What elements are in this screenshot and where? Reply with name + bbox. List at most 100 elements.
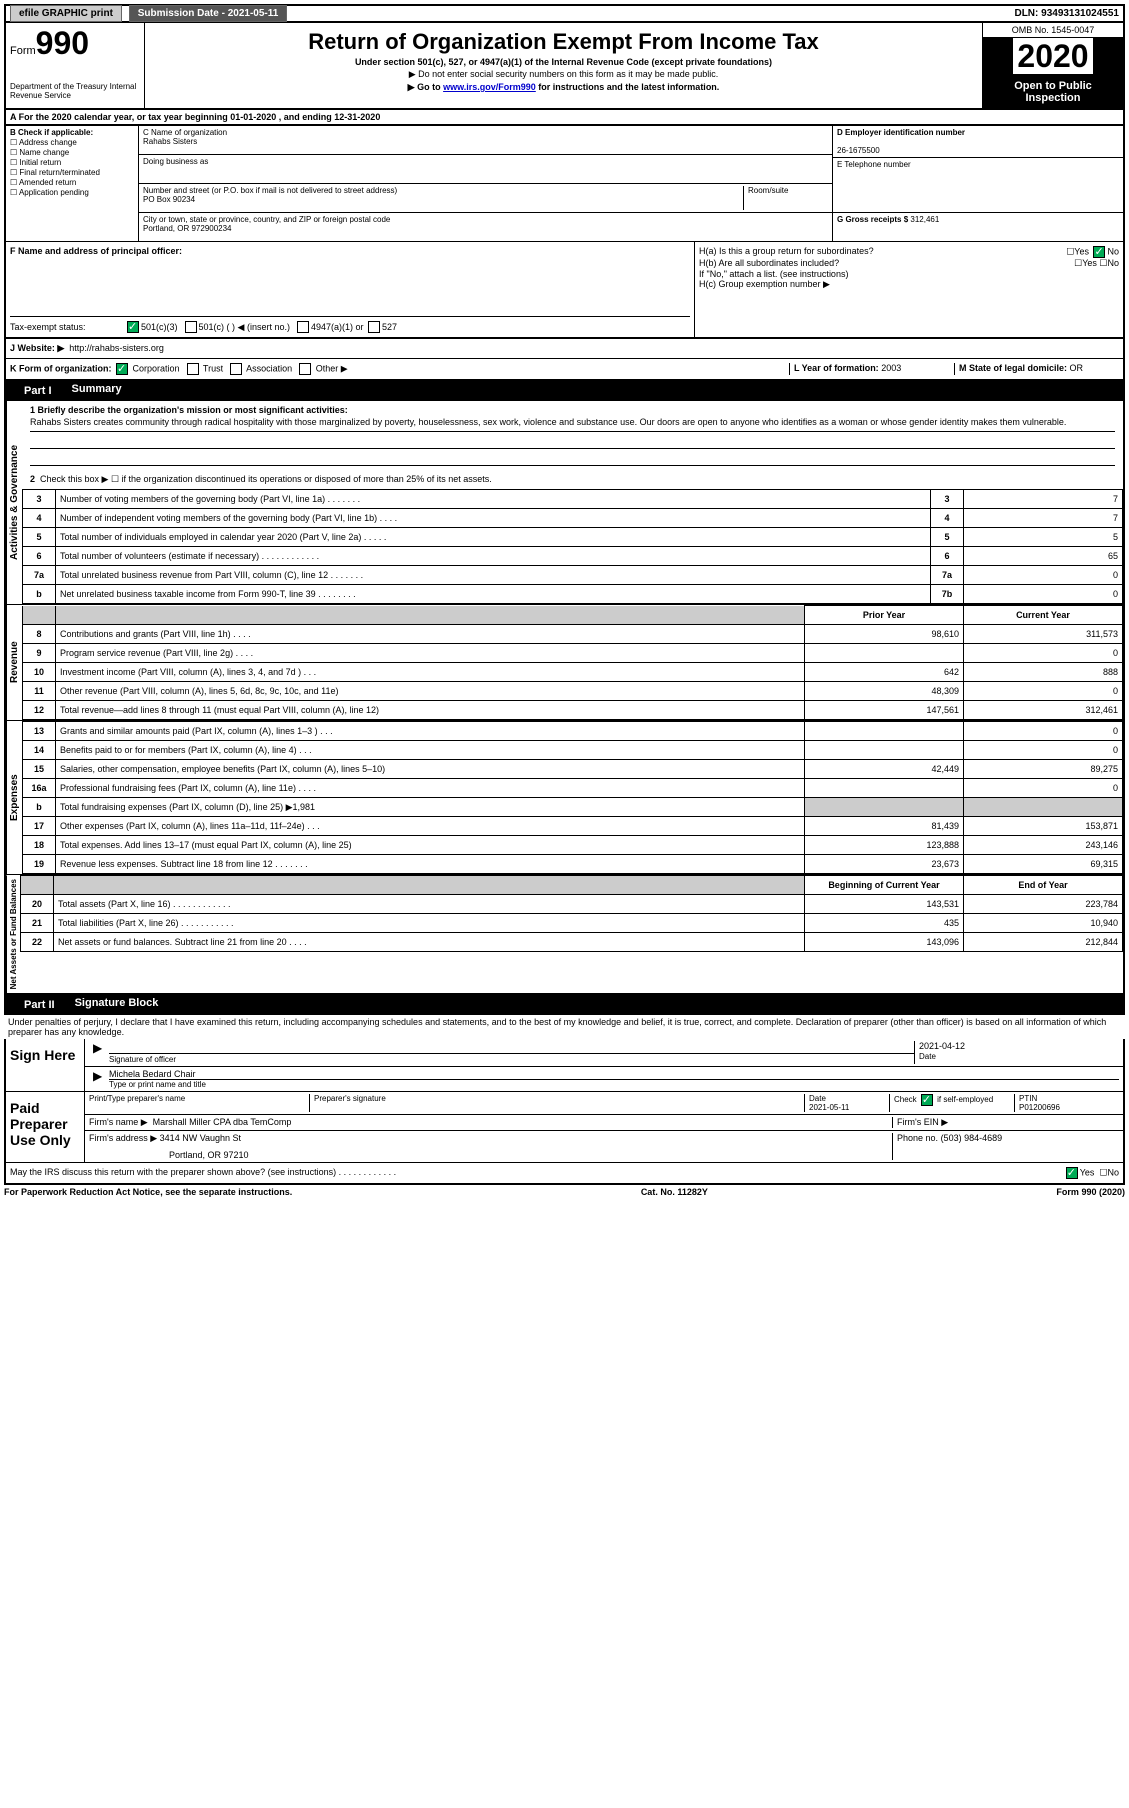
table-row: bTotal fundraising expenses (Part IX, co…	[23, 798, 1123, 817]
sign-here-label: Sign Here	[6, 1039, 85, 1091]
table-row: 16aProfessional fundraising fees (Part I…	[23, 779, 1123, 798]
form-num: 990	[36, 25, 89, 61]
signature-block: Sign Here ▶ Signature of officer 2021-04…	[4, 1039, 1125, 1185]
part2-tab: Part II	[12, 997, 67, 1013]
sig-date: 2021-04-12	[919, 1041, 965, 1051]
vert-expenses: Expenses	[6, 721, 22, 874]
row-a: A For the 2020 calendar year, or tax yea…	[4, 110, 1125, 126]
cb-amended[interactable]: ☐ Amended return	[10, 178, 134, 187]
open-public-badge: Open to Public Inspection	[983, 76, 1123, 108]
table-row: 12Total revenue—add lines 8 through 11 (…	[23, 701, 1123, 720]
cb-name-change[interactable]: ☐ Name change	[10, 148, 134, 157]
warn1: ▶ Do not enter social security numbers o…	[149, 69, 978, 80]
mission-section: 1 Briefly describe the organization's mi…	[22, 401, 1123, 489]
page-footer: For Paperwork Reduction Act Notice, see …	[4, 1185, 1125, 1199]
table-row: 4Number of independent voting members of…	[23, 509, 1123, 528]
tax-year: 2020	[1013, 38, 1092, 74]
cb-corp[interactable]	[116, 363, 128, 375]
col-b-checkboxes: B Check if applicable: ☐ Address change …	[6, 126, 139, 241]
ein-field: D Employer identification number 26-1675…	[833, 126, 1123, 158]
dln-label: DLN: 93493131024551	[1014, 8, 1119, 19]
cb-other[interactable]	[299, 363, 311, 375]
table-row: 22Net assets or fund balances. Subtract …	[21, 933, 1123, 952]
cb-assoc[interactable]	[230, 363, 242, 375]
ein-value: 26-1675500	[837, 146, 880, 155]
form-number: Form990	[10, 25, 140, 62]
net-table: Beginning of Current Year End of Year 20…	[20, 875, 1123, 952]
cb-501c3[interactable]	[127, 321, 139, 333]
street-address: PO Box 90234	[143, 195, 195, 204]
paid-preparer-label: Paid Preparer Use Only	[6, 1092, 85, 1162]
section-bc: B Check if applicable: ☐ Address change …	[4, 126, 1125, 241]
firm-addr1: 3414 NW Vaughn St	[160, 1133, 241, 1143]
phone-field: E Telephone number	[833, 158, 1123, 213]
form-title: Return of Organization Exempt From Incom…	[149, 29, 978, 55]
table-row: 10Investment income (Part VIII, column (…	[23, 663, 1123, 682]
footer-right: Form 990 (2020)	[1056, 1187, 1125, 1197]
table-row: bNet unrelated business taxable income f…	[23, 585, 1123, 604]
revenue-table: Prior Year Current Year 8Contributions a…	[22, 605, 1123, 720]
irs-link[interactable]: www.irs.gov/Form990	[443, 82, 536, 92]
cb-ha-no[interactable]	[1093, 246, 1105, 258]
state-domicile: OR	[1070, 363, 1084, 373]
table-row: 19Revenue less expenses. Subtract line 1…	[23, 855, 1123, 874]
ptin-value: P01200696	[1019, 1103, 1060, 1112]
table-row: 20Total assets (Part X, line 16) . . . .…	[21, 895, 1123, 914]
check-self[interactable]: Check if self-employed	[890, 1094, 1015, 1112]
prep-date: 2021-05-11	[809, 1103, 849, 1112]
website-url[interactable]: http://rahabs-sisters.org	[69, 343, 164, 353]
table-row: 6Total number of volunteers (estimate if…	[23, 547, 1123, 566]
cb-addr-change[interactable]: ☐ Address change	[10, 138, 134, 147]
dba-field: Doing business as	[139, 155, 832, 184]
table-row: 21Total liabilities (Part X, line 26) . …	[21, 914, 1123, 933]
table-row: 15Salaries, other compensation, employee…	[23, 760, 1123, 779]
warn2: ▶ Go to www.irs.gov/Form990 for instruct…	[149, 82, 978, 93]
cb-527[interactable]	[368, 321, 380, 333]
sig-officer-label: Signature of officer	[109, 1055, 176, 1064]
prep-sig-label: Preparer's signature	[310, 1094, 805, 1112]
org-name: Rahabs Sisters	[143, 137, 197, 146]
cb-4947[interactable]	[297, 321, 309, 333]
city-field: City or town, state or province, country…	[139, 213, 832, 241]
gross-field: G Gross receipts $ 312,461	[833, 213, 1123, 241]
table-row: 11Other revenue (Part VIII, column (A), …	[23, 682, 1123, 701]
cb-final[interactable]: ☐ Final return/terminated	[10, 168, 134, 177]
part1-header: Part I Summary	[4, 381, 1125, 401]
table-row: 8Contributions and grants (Part VIII, li…	[23, 625, 1123, 644]
cb-trust[interactable]	[187, 363, 199, 375]
governance-table: 3Number of voting members of the governi…	[22, 489, 1123, 604]
vert-net: Net Assets or Fund Balances	[6, 875, 20, 993]
table-row: 7aTotal unrelated business revenue from …	[23, 566, 1123, 585]
footer-center: Cat. No. 11282Y	[641, 1187, 708, 1197]
org-name-field: C Name of organization Rahabs Sisters	[139, 126, 832, 155]
cb-501c[interactable]	[185, 321, 197, 333]
firm-addr2: Portland, OR 97210	[89, 1150, 892, 1160]
b-label: B Check if applicable:	[10, 128, 93, 137]
efile-button[interactable]: efile GRAPHIC print	[10, 5, 122, 22]
room-label: Room/suite	[744, 186, 828, 210]
dept-label: Department of the Treasury Internal Reve…	[10, 82, 140, 100]
table-row: 17Other expenses (Part IX, column (A), l…	[23, 817, 1123, 836]
section-h: H(a) Is this a group return for subordin…	[695, 242, 1123, 337]
submission-date: Submission Date - 2021-05-11	[129, 5, 288, 22]
cb-discuss-yes[interactable]	[1066, 1167, 1078, 1179]
footer-left: For Paperwork Reduction Act Notice, see …	[4, 1187, 292, 1197]
part1-title: Summary	[72, 383, 122, 399]
table-row: 9Program service revenue (Part VIII, lin…	[23, 644, 1123, 663]
firm-phone: (503) 984-4689	[941, 1133, 1003, 1143]
form-label: Form	[10, 45, 36, 57]
table-row: 13Grants and similar amounts paid (Part …	[23, 722, 1123, 741]
table-row: 14Benefits paid to or for members (Part …	[23, 741, 1123, 760]
row-k: K Form of organization: Corporation Trus…	[4, 359, 1125, 381]
gross-value: 312,461	[910, 215, 939, 224]
part1-body: Activities & Governance 1 Briefly descri…	[4, 401, 1125, 995]
cb-initial[interactable]: ☐ Initial return	[10, 158, 134, 167]
principal-officer: F Name and address of principal officer:…	[6, 242, 695, 337]
subtitle: Under section 501(c), 527, or 4947(a)(1)…	[149, 57, 978, 67]
cb-pending[interactable]: ☐ Application pending	[10, 188, 134, 197]
row-fh: F Name and address of principal officer:…	[4, 241, 1125, 339]
top-bar: efile GRAPHIC print Submission Date - 20…	[4, 4, 1125, 23]
expenses-table: 13Grants and similar amounts paid (Part …	[22, 721, 1123, 874]
vert-governance: Activities & Governance	[6, 401, 22, 604]
part1-tab: Part I	[12, 383, 64, 399]
